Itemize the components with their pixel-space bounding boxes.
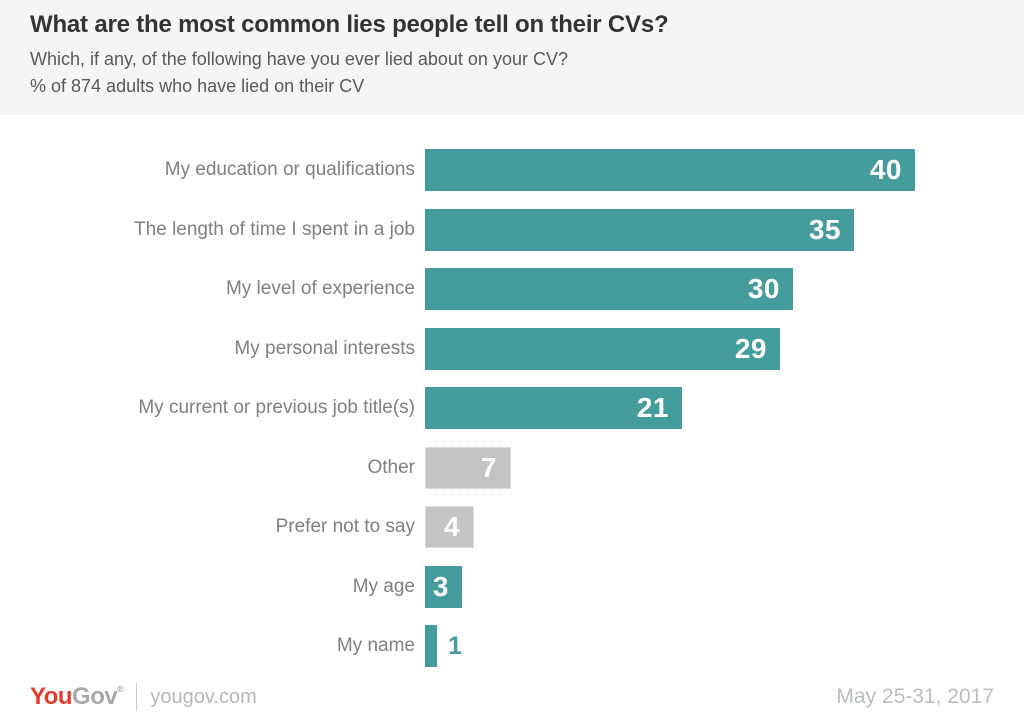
value-label: 7 [480,451,497,483]
value-label: 35 [808,213,841,245]
footer-date-range: May 25-31, 2017 [836,685,994,708]
bar: 40 [425,149,915,191]
footer: YouGov® yougov.com May 25-31, 2017 [0,668,1024,726]
value-label: 40 [869,154,902,185]
bar: 7 [425,446,511,489]
value-label: 4 [443,511,460,542]
bar [425,625,437,667]
registered-trademark-icon: ® [117,684,124,694]
chart-title: What are the most common lies people tel… [30,11,669,38]
category-label: My age [352,575,415,597]
category-label: My level of experience [225,278,415,299]
bar: 35 [425,208,854,251]
value-label: 30 [747,273,780,304]
bar: 30 [425,268,793,310]
yougov-logo: YouGov® [30,683,124,711]
category-label: Other [367,456,415,478]
chart-header: What are the most common lies people tel… [0,0,1024,115]
bar-row: My education or qualifications 40 [0,149,1024,191]
logo-gov-text: Gov [72,683,118,710]
value-label: 21 [636,392,669,423]
bar: 4 [425,506,474,548]
value-label: 3 [432,570,449,602]
bar-row: The length of time I spent in a job 35 [0,208,1024,251]
category-label: Prefer not to say [275,516,415,537]
bar-row: My level of experience 30 [0,268,1024,310]
bar-track: 4 [425,506,1024,548]
footer-divider [136,683,138,711]
bar-row: Other 7 [0,446,1024,489]
bar-track: 7 [425,446,1024,489]
bar-row: My current or previous job title(s) 21 [0,387,1024,429]
category-label: My current or previous job title(s) [138,397,415,418]
chart-sample-note: % of 874 adults who have lied on their C… [30,76,365,96]
value-label: 29 [734,332,767,364]
chart-question: Which, if any, of the following have you… [30,49,568,69]
bar-row: My age 3 [0,565,1024,608]
bar-track: 35 [425,208,1024,251]
category-label: My name [336,635,415,656]
bar: 3 [425,565,462,608]
category-label: The length of time I spent in a job [134,218,415,240]
bar: 29 [425,327,780,370]
bar-chart: My education or qualifications 40 The leng… [0,115,1024,685]
category-label: My personal interests [234,337,415,359]
bar: 21 [425,387,682,429]
bar-track: 40 [425,149,1024,191]
logo-you-text: You [30,683,73,710]
bar-track: 1 [425,625,1024,667]
bar-track: 3 [425,565,1024,608]
bar-row: My personal interests 29 [0,327,1024,370]
bar-track: 21 [425,387,1024,429]
bar-track: 30 [425,268,1024,310]
bar-row: Prefer not to say 4 [0,506,1024,548]
bar-row: My name 1 [0,625,1024,667]
value-label: 1 [448,631,463,660]
bar-track: 29 [425,327,1024,370]
footer-website: yougov.com [150,685,257,708]
category-label: My education or qualifications [164,159,415,180]
